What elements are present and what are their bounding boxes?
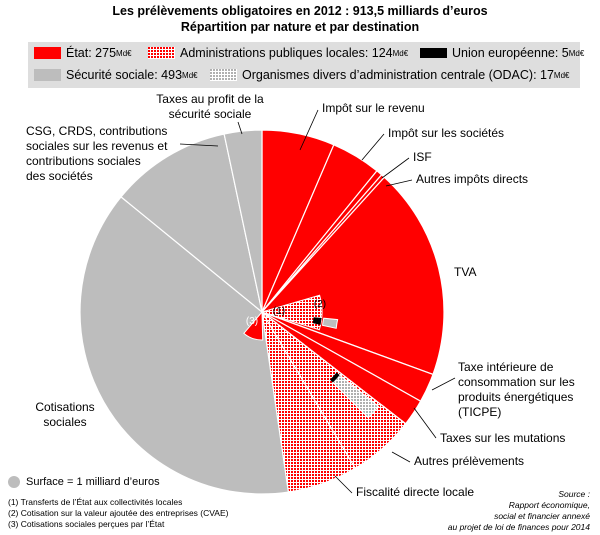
slice-label-5-line-3: (TICPE) <box>458 405 501 419</box>
transfer-wedge <box>260 294 323 331</box>
source-note: Source : Rapport économique, social et f… <box>448 489 590 533</box>
legend-item-ue: Union européenne: 5 Md€ <box>420 46 584 60</box>
source-line-4: au projet de loi de finances pour 2014 <box>447 522 590 532</box>
pie-overlays <box>243 294 380 419</box>
odac-ring <box>322 317 339 329</box>
slice-label-8-line-0: Fiscalité directe locale <box>356 485 474 499</box>
leader-line-5 <box>431 377 456 391</box>
chart-subtitle: Répartition par nature et par destinatio… <box>180 20 420 34</box>
slice-label-9-line-1: sociales <box>43 415 86 429</box>
legend-swatch-apul <box>148 47 175 59</box>
slice-label-1-line-0: Impôt sur les sociétés <box>388 126 504 140</box>
slice-label-5-line-1: consommation sur les <box>458 375 575 389</box>
legend-unit-secu: Md€ <box>182 70 198 80</box>
legend-label-apul: Administrations publiques locales: 124 <box>180 46 393 60</box>
legend-unit-odac: Md€ <box>553 70 570 80</box>
legend-swatch-etat <box>34 47 61 59</box>
scale-note-text: Surface = 1 milliard d’euros <box>26 476 160 488</box>
slice-label-10-line-3: des sociétés <box>26 169 93 183</box>
slice-label-2-line-0: ISF <box>413 150 432 164</box>
leader-lines <box>179 109 456 494</box>
slice-label-7-line-0: Autres prélèvements <box>414 454 524 468</box>
slice-label-11-line-1: sécurité sociale <box>169 107 252 121</box>
slice-label-5-line-0: Taxe intérieure de <box>458 360 554 374</box>
slice-label-10-line-0: CSG, CRDS, contributions <box>26 124 167 138</box>
legend-label-odac: Organismes divers d’administration centr… <box>242 68 554 82</box>
legend-unit-apul: Md€ <box>392 48 409 58</box>
slice-label-9-line-0: Cotisations <box>35 400 94 414</box>
slice-label-11-line-0: Taxes au profit de la <box>156 92 264 106</box>
slice-label-4-line-0: TVA <box>454 265 476 279</box>
footnote-1: (1) Transferts de l’État aux collectivit… <box>8 497 183 507</box>
legend-swatch-secu <box>34 69 61 81</box>
leader-line-6 <box>413 407 437 439</box>
legend-item-apul: Administrations publiques locales: 124 Md… <box>148 46 408 60</box>
scale-note: Surface = 1 milliard d’euros <box>8 476 160 488</box>
legend-swatch-odac <box>210 69 237 81</box>
leader-line-1 <box>361 133 385 161</box>
source-line-3: social et financier annexé <box>494 511 590 521</box>
leader-line-8 <box>334 475 353 494</box>
legend-unit-ue: Md€ <box>568 48 585 58</box>
legend-swatch-ue <box>420 48 447 58</box>
slice-label-10-line-1: sociales sur les revenus et <box>26 139 168 153</box>
eu-band <box>330 372 340 383</box>
leader-line-11 <box>237 121 243 135</box>
slice-label-6-line-0: Taxes sur les mutations <box>440 431 565 445</box>
source-line-2: Rapport économique, <box>508 500 590 510</box>
slice-labels: (1) (2) (3) Impôt sur le revenu Impôt sur le… <box>26 92 575 499</box>
source-line-1: Source : <box>558 489 590 499</box>
pie-slice-10 <box>120 133 263 314</box>
slice-label-3-line-0: Autres impôts directs <box>416 172 528 186</box>
legend-label-etat: État: 275 <box>66 46 117 60</box>
inner-label-1: (1) <box>273 306 285 317</box>
chart-title: Les prélèvements obligatoires en 2012 : … <box>112 4 488 18</box>
legend-unit-etat: Md€ <box>116 48 132 58</box>
slice-label-10-line-2: contributions sociales <box>26 154 141 168</box>
eu-ring <box>312 317 322 325</box>
leader-line-3 <box>385 179 413 187</box>
legend-item-odac: Organismes divers d’administration centr… <box>210 68 569 82</box>
footnote-2: (2) Cotisation sur la valeur ajoutée des… <box>8 508 229 518</box>
footnote-3: (3) Cotisations sociales perçues par l’É… <box>8 519 165 529</box>
legend-label-ue: Union européenne: 5 <box>452 46 569 60</box>
legend: État: 275 Md€ Administrations publiques l… <box>28 42 584 88</box>
slice-label-5-line-2: produits énergétiques <box>458 390 573 404</box>
legend-label-secu: Sécurité sociale: 493 <box>66 68 183 82</box>
leader-line-2 <box>381 157 410 179</box>
state-social-wedge <box>243 310 264 341</box>
leader-line-7 <box>391 451 411 463</box>
legend-item-etat: État: 275 Md€ <box>34 46 132 60</box>
leader-line-0 <box>299 109 319 151</box>
scale-dot-icon <box>8 476 20 488</box>
inner-label-3: (3) <box>246 316 258 327</box>
legend-item-secu: Sécurité sociale: 493 Md€ <box>34 68 198 82</box>
leader-line-10 <box>179 143 219 147</box>
slice-label-0-line-0: Impôt sur le revenu <box>322 101 425 115</box>
inner-label-2: (2) <box>314 299 326 310</box>
pie-slice-11 <box>223 129 263 313</box>
pie-slice-9 <box>79 196 290 495</box>
